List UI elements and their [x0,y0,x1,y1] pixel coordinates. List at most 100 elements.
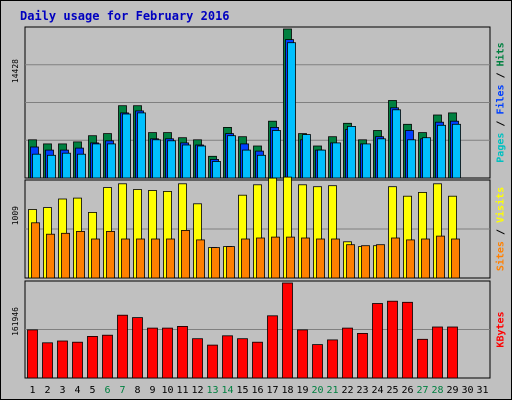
pages-bar-day-13 [212,161,221,179]
sites-bar-day-9 [151,238,160,279]
kbytes-bar-day-9 [147,327,158,379]
axis-label-part: KBytes [496,311,507,347]
kbytes-bar-day-3 [57,340,68,379]
axis-label-part: / [496,115,507,133]
pages-bar-day-10 [167,140,176,179]
sites-bar-day-7 [121,238,130,279]
pages-bar-day-20 [317,149,326,179]
kbytes-bar-day-27 [417,338,428,379]
day-label-26: 26 [401,385,413,396]
day-label-22: 22 [341,385,353,396]
day-label-19: 19 [296,385,308,396]
day-label-24: 24 [371,385,383,396]
day-label-8: 8 [134,385,140,396]
day-label-11: 11 [176,385,188,396]
kbytes-bar-day-17 [267,315,278,379]
axis-label-part: / [496,223,507,241]
kbytes-bar-day-7 [117,314,128,379]
hits-files-pages-panel [24,26,491,179]
kbytes-bar-day-25 [387,300,398,379]
kbytes-axis-label: KBytes [496,311,507,347]
kbytes-bar-day-1 [27,329,38,379]
pages-bar-day-6 [107,143,116,179]
kbytes-bar-day-14 [222,335,233,379]
kbytes-bar-day-29 [447,326,458,379]
pages-bar-day-2 [47,154,56,179]
day-label-27: 27 [416,385,428,396]
visits-scale-label: 1009 [11,206,20,225]
pages-bar-day-17 [272,130,281,179]
kbytes-bar-day-18 [282,282,293,379]
pages-bar-day-26 [407,139,416,179]
day-label-7: 7 [119,385,125,396]
visits-sites-panel [24,176,491,279]
day-label-13: 13 [206,385,218,396]
kbytes-bar-day-15 [237,338,248,379]
axis-label-part: Visits [495,187,507,223]
day-label-5: 5 [89,385,95,396]
pages-bar-day-25 [392,109,401,179]
sites-bar-day-16 [256,237,265,279]
day-label-4: 4 [74,385,80,396]
pages-bar-day-19 [302,134,311,179]
kbytes-panel [24,280,491,379]
day-label-18: 18 [281,385,293,396]
pages-bar-day-27 [422,137,431,179]
day-label-1: 1 [29,385,35,396]
day-label-20: 20 [311,385,323,396]
kbytes-bar-day-8 [132,317,143,379]
sites-bar-day-26 [406,239,415,279]
pages-bar-day-23 [362,143,371,179]
kbytes-bar-day-11 [177,325,188,379]
day-label-28: 28 [431,385,443,396]
sites-bar-day-6 [106,230,115,279]
pages-bar-day-22 [347,126,356,179]
kbytes-scale-label: 161946 [11,307,20,336]
sites-bar-day-18 [286,236,295,279]
day-label-9: 9 [149,385,155,396]
sites-bar-day-29 [451,238,460,279]
pages-bar-day-12 [197,145,206,179]
day-label-15: 15 [236,385,248,396]
day-label-29: 29 [446,385,458,396]
sites-bar-day-19 [301,237,310,279]
pages-bar-day-3 [62,152,71,179]
sites-bar-day-14 [226,246,235,279]
pages-bar-day-14 [227,135,236,179]
kbytes-bar-day-26 [402,301,413,379]
kbytes-bar-day-19 [297,329,308,379]
pages-bar-day-9 [152,139,161,179]
sites-bar-day-21 [331,238,340,279]
hits-scale-label: 14428 [11,59,20,83]
axis-label-part: Pages [496,133,507,163]
sites-bar-day-8 [136,238,145,279]
sites-bar-day-15 [241,238,250,279]
sites-bar-day-17 [271,236,280,279]
day-label-21: 21 [326,385,338,396]
kbytes-bar-day-13 [207,344,218,379]
day-label-23: 23 [356,385,368,396]
kbytes-bar-day-21 [327,339,338,379]
visits-axis-label: Sites / Visits [495,187,507,271]
kbytes-bar-day-23 [357,332,368,379]
sites-bar-day-24 [376,244,385,279]
chart-title: Daily usage for February 2016 [20,9,230,23]
pages-bar-day-28 [437,124,446,179]
day-label-25: 25 [386,385,398,396]
day-label-3: 3 [59,385,65,396]
pages-bar-day-11 [182,144,191,179]
day-labels: 1 2 3 4 5 6 7 8 9 10 11 12 13 14 15 16 17 18 19 20 21 22 23 24 2… [29,385,488,396]
sites-bar-day-4 [76,230,85,279]
pages-bar-day-8 [137,112,146,179]
pages-bar-day-16 [257,154,266,179]
kbytes-bar-day-24 [372,303,383,379]
kbytes-bar-day-22 [342,327,353,379]
pages-bar-day-15 [242,149,251,179]
sites-bar-day-23 [361,245,370,279]
pages-bar-day-1 [32,153,41,179]
day-label-31: 31 [476,385,488,396]
pages-bar-day-21 [332,142,341,179]
day-label-17: 17 [266,385,278,396]
pages-bar-day-4 [77,153,86,179]
sites-bar-day-12 [196,239,205,279]
